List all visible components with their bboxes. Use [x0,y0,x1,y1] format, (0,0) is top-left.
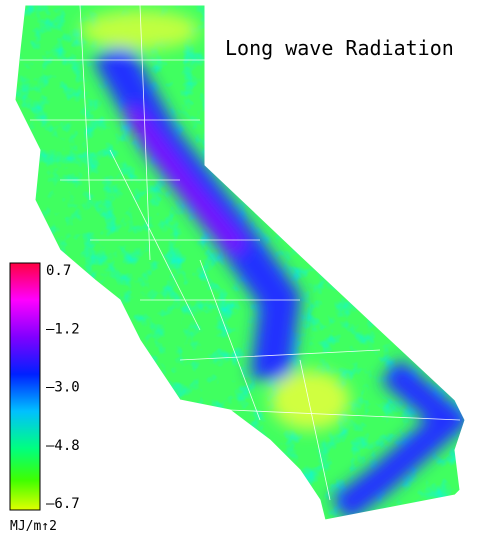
colorbar-label: –6.7 [46,496,80,512]
colorbar-label: 0.7 [46,263,71,279]
unit-label: MJ/m↑2 [10,519,57,534]
colorbar-label: –1.2 [46,321,80,337]
colorbar-label: –3.0 [46,380,80,396]
colorbar-label: –4.8 [46,438,80,454]
title: Long wave Radiation [225,36,454,60]
colorbar [9,262,41,511]
colorbar-labels: 0.7 –1.2 –3.0 –4.8 –6.7 [46,263,80,512]
